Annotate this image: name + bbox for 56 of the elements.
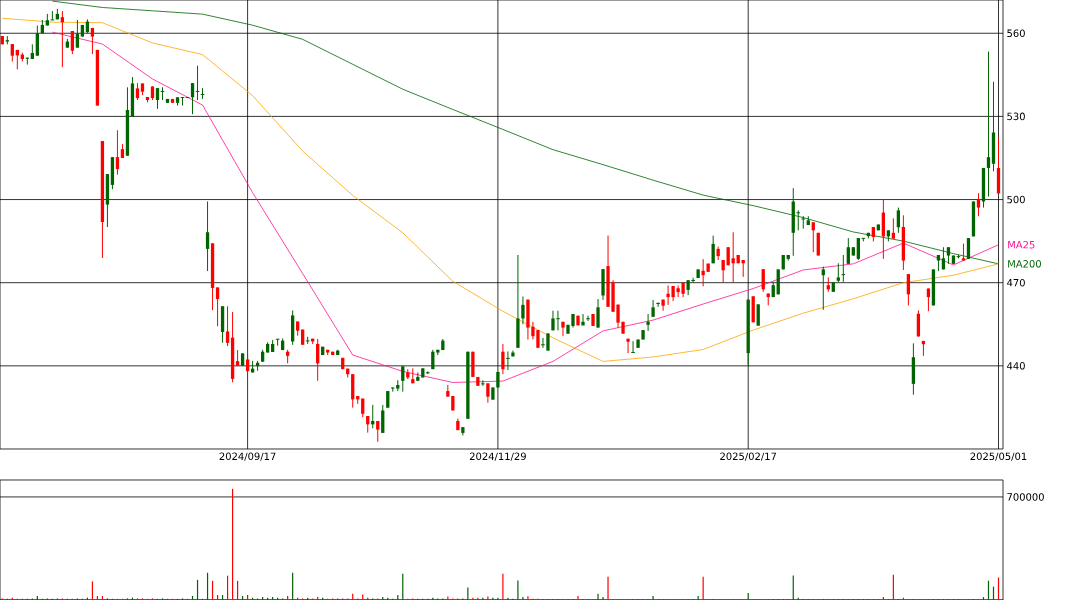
series-label: MA25	[1008, 240, 1035, 249]
candlestick	[215, 286, 220, 327]
y-tick-label: 700000	[1007, 493, 1044, 501]
y-tick-label: 500	[1007, 195, 1025, 204]
candlestick	[986, 51, 991, 197]
candlestick	[896, 207, 901, 234]
candlestick	[906, 273, 911, 306]
candlestick	[596, 298, 600, 329]
candlestick	[626, 338, 630, 354]
candlestick	[761, 268, 765, 293]
candlestick	[561, 321, 565, 337]
y-tick-label: 440	[1007, 362, 1025, 370]
candlestick	[521, 296, 525, 325]
candlestick	[60, 10, 65, 68]
candlestick	[976, 192, 981, 217]
candlestick	[70, 30, 75, 55]
candlestick	[966, 237, 971, 260]
candlestick	[701, 258, 705, 287]
x-tick-label: 2024/11/29	[469, 452, 526, 461]
candlestick	[501, 343, 505, 375]
candlestick	[90, 27, 95, 55]
x-tick-label: 2024/09/17	[219, 452, 276, 461]
y-tick-label: 530	[1007, 112, 1025, 121]
candlestick	[630, 340, 636, 354]
candlestick	[205, 200, 210, 272]
candlestick	[856, 237, 860, 261]
candlestick	[655, 301, 661, 308]
y-tick-label: 470	[1007, 278, 1025, 287]
line-series	[51, 0, 999, 265]
candlestick	[480, 379, 486, 387]
candlestick	[381, 404, 385, 434]
candlestick	[891, 217, 896, 240]
x-tick-label: 2025/02/17	[720, 452, 777, 461]
candlestick	[661, 299, 665, 312]
candlestick	[555, 310, 561, 331]
candlestick	[836, 262, 840, 283]
candlestick	[540, 337, 546, 349]
candlestick	[800, 215, 806, 230]
candlestick	[731, 231, 735, 283]
series-label: MA200	[1008, 260, 1041, 268]
candlestick	[581, 313, 585, 326]
candlestick	[155, 87, 160, 110]
candlestick	[115, 129, 120, 176]
candlestick	[486, 382, 490, 404]
candlestick	[376, 420, 380, 443]
candlestick	[821, 266, 825, 311]
candlestick	[225, 305, 230, 347]
candlestick	[505, 350, 511, 371]
y-tick-label: 560	[1007, 29, 1025, 38]
candlestick	[846, 237, 850, 265]
candlestick	[585, 315, 591, 322]
candlestick	[401, 365, 405, 393]
candlestick	[646, 313, 650, 332]
candlestick	[35, 24, 39, 57]
x-tick-label: 2025/05/01	[970, 452, 1027, 461]
candlestick	[756, 303, 760, 327]
